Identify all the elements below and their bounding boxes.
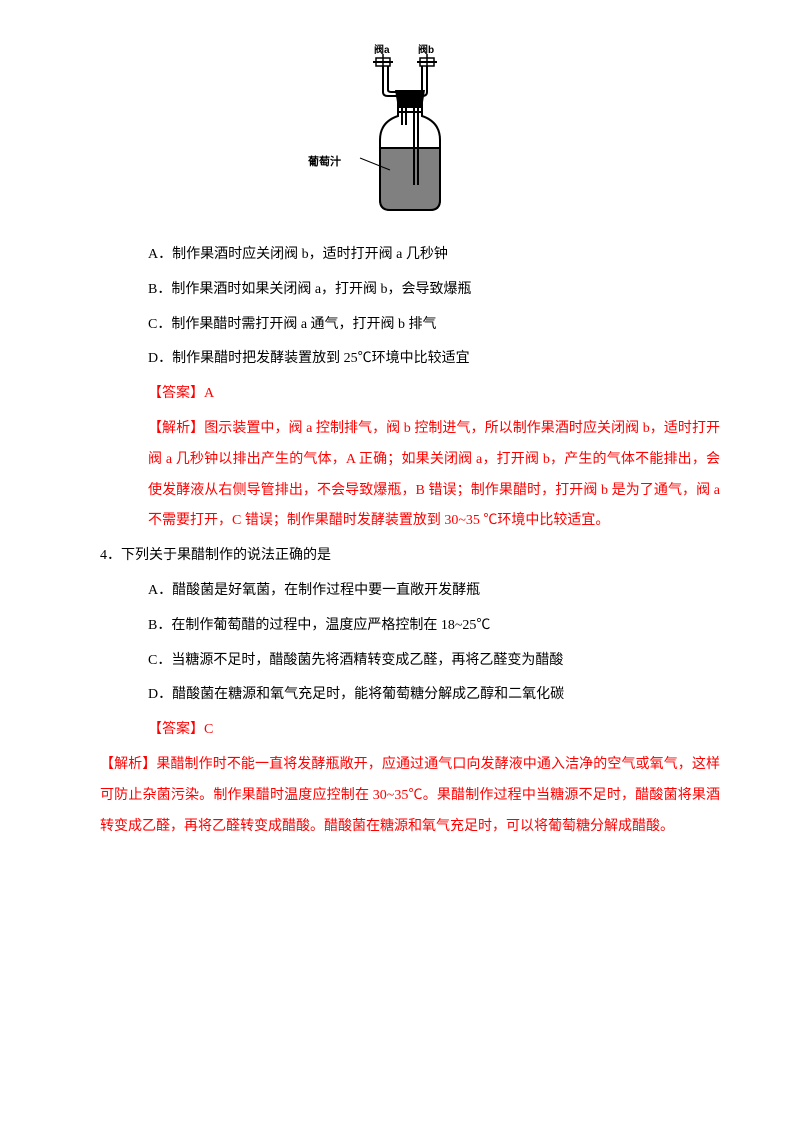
- stopper-icon: [395, 90, 425, 108]
- q3-answer: 【答案】A: [100, 379, 720, 410]
- q3-option-c: C．制作果醋时需打开阀 a 通气，打开阀 b 排气: [100, 310, 720, 341]
- q4-explanation: 【解析】果醋制作时不能一直将发酵瓶敞开，应通过通气口向发酵液中通入洁净的空气或氧…: [100, 750, 720, 842]
- juice-label: 葡萄汁: [308, 150, 341, 174]
- valve-a-label: 阀a: [374, 40, 390, 62]
- q3-explanation: 【解析】图示装置中，阀 a 控制排气，阀 b 控制进气，所以制作果酒时应关闭阀 …: [100, 414, 720, 537]
- q4-option-b: B．在制作葡萄醋的过程中，温度应严格控制在 18~25℃: [100, 611, 720, 642]
- q4-answer: 【答案】C: [100, 715, 720, 746]
- fermentation-diagram: 阀a 阀b 葡萄汁: [340, 40, 480, 220]
- q4-option-c: C．当糖源不足时，醋酸菌先将酒精转变成乙醛，再将乙醛变为醋酸: [100, 646, 720, 677]
- q3-option-a: A．制作果酒时应关闭阀 b，适时打开阀 a 几秒钟: [100, 240, 720, 271]
- q3-option-d: D．制作果醋时把发酵装置放到 25℃环境中比较适宜: [100, 344, 720, 375]
- q4-option-a: A．醋酸菌是好氧菌，在制作过程中要一直敞开发酵瓶: [100, 576, 720, 607]
- q3-option-b: B．制作果酒时如果关闭阀 a，打开阀 b，会导致爆瓶: [100, 275, 720, 306]
- bottle-svg: [340, 40, 480, 220]
- q4-option-d: D．醋酸菌在糖源和氧气充足时，能将葡萄糖分解成乙醇和二氧化碳: [100, 680, 720, 711]
- liquid-icon: [380, 148, 440, 210]
- valve-b-label: 阀b: [418, 40, 434, 62]
- diagram-container: 阀a 阀b 葡萄汁: [100, 40, 720, 220]
- q4-stem: 4．下列关于果醋制作的说法正确的是: [100, 541, 720, 572]
